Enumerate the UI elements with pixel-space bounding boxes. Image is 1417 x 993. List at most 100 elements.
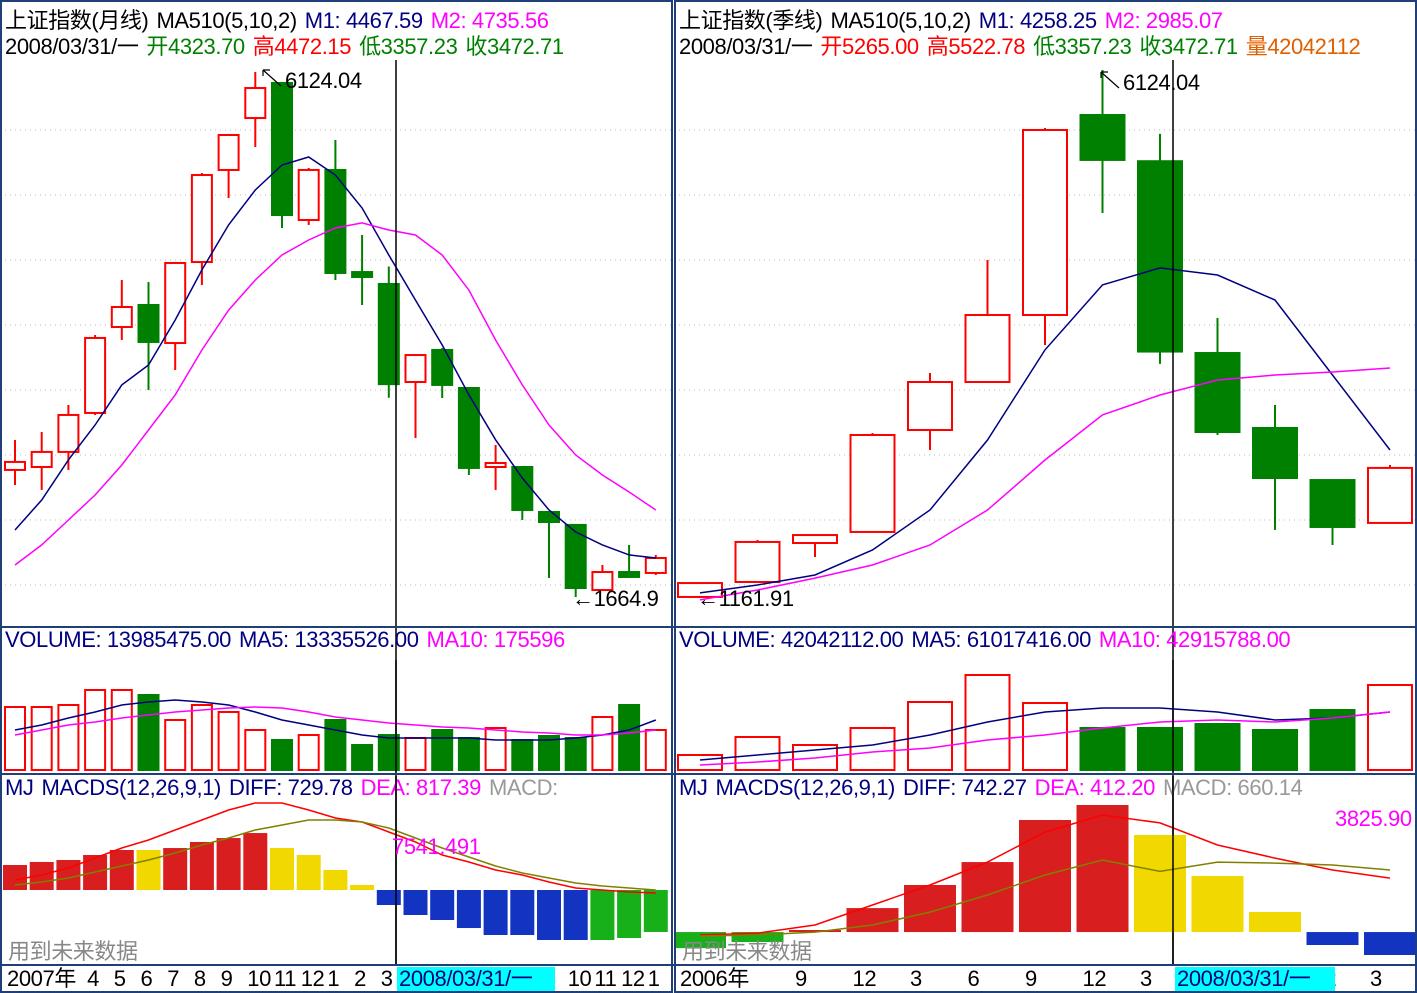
volume-bar <box>484 727 507 771</box>
volume-bar <box>244 729 267 771</box>
macd-bar <box>1019 820 1071 933</box>
macd-bar <box>163 848 188 890</box>
volume-bar <box>1309 709 1356 771</box>
volume-bar <box>1252 729 1298 771</box>
header-row: VOLUME: 13985475.00 MA5: 13335526.00 MA10:… <box>5 627 565 652</box>
header-row: MJ MACDS(12,26,9,1) DIFF: 729.78 DEA: 817.3… <box>5 775 558 800</box>
macd-bar <box>483 890 508 935</box>
x-tick-label: 5 <box>114 966 126 991</box>
x-tick-label: 12 <box>621 966 645 991</box>
header-item: MACD: <box>489 775 558 800</box>
x-tick-label: 12 <box>853 966 877 991</box>
x-tick-label: 7 <box>167 966 179 991</box>
header-item: MA510(5,10,2) <box>156 8 296 33</box>
candle-body <box>137 304 160 343</box>
volume-bar <box>1367 684 1413 771</box>
x-tick-label: 10 <box>247 966 271 991</box>
header-item: MA10: 175596 <box>427 627 565 652</box>
candle-body <box>57 413 80 453</box>
monthly-panel: 上证指数(月线) MA510(5,10,2) M1: 4467.59 M2: 4735… <box>2 8 671 992</box>
candle-body <box>1367 466 1413 524</box>
annotation-arrow <box>262 69 282 87</box>
volume-bar <box>271 739 293 771</box>
volume-bar <box>618 704 641 771</box>
note: 用到未来数据 <box>8 939 138 964</box>
panel-frame <box>674 0 1417 993</box>
candle-body <box>511 466 534 511</box>
candle-body <box>377 282 400 386</box>
x-tick-label: 2 <box>354 966 366 991</box>
header-item: 收3472.71 <box>465 34 563 59</box>
volume-bar <box>1137 726 1183 771</box>
x-tick-label: 2006年 <box>680 966 749 991</box>
volume-bar <box>677 754 723 771</box>
header-item: M2: 4735.56 <box>431 8 549 33</box>
volume-bar <box>1194 723 1241 771</box>
candle-body <box>4 460 26 471</box>
indicator-line <box>14 802 656 894</box>
header-item: MJ <box>679 775 708 800</box>
x-tick-label: 3 <box>1140 966 1152 991</box>
candle-body <box>1194 352 1241 434</box>
indicator-line <box>699 814 1391 936</box>
macd-bar <box>1306 932 1359 945</box>
volume-bar <box>431 729 454 771</box>
header-item: 2008/03/31/一 <box>679 34 813 59</box>
header-item: MA5: 61017416.00 <box>911 627 1091 652</box>
header-item: 上证指数(月线) <box>5 8 148 33</box>
volume-bar <box>84 689 107 771</box>
macd-bar <box>510 890 535 935</box>
cursor-label: 2008/03/31/一 <box>399 966 533 991</box>
macd-bar <box>376 890 401 905</box>
macd-bar <box>109 850 134 890</box>
cursor-label-box <box>1175 967 1335 992</box>
macd-bar <box>1249 912 1301 933</box>
volume-bar <box>792 744 838 771</box>
header-row: 2008/03/31/一 开4323.70 高4472.15 低3357.23 收347… <box>5 34 564 59</box>
x-tick-label: 9 <box>795 966 807 991</box>
indicator-line <box>14 156 656 559</box>
volume-bar <box>511 739 534 771</box>
volume-bar <box>190 704 213 771</box>
candle-body <box>734 540 781 583</box>
candle-body <box>324 168 347 274</box>
macd-bar <box>1364 932 1416 955</box>
header-item: MA10: 42915788.00 <box>1099 627 1291 652</box>
volume-bar <box>324 719 347 771</box>
annotation: 6124.04 <box>285 68 362 93</box>
note: 用到未来数据 <box>682 939 812 964</box>
candle-body <box>30 450 53 469</box>
macd-bar <box>731 932 784 943</box>
header-item: M2: 2985.07 <box>1105 8 1223 33</box>
candle-body <box>849 434 896 533</box>
indicator-line <box>699 367 1391 601</box>
volume-bar <box>30 706 53 771</box>
indicator-line <box>699 711 1391 766</box>
header-item: VOLUME: 42042112.00 <box>679 627 904 652</box>
macd-bar <box>1191 876 1244 933</box>
header-item: MACDS(12,26,9,1) <box>716 775 895 800</box>
header-row: 2008/03/31/一 开5265.00 高5522.78 低3357.23 收347… <box>679 34 1361 59</box>
candle-body <box>484 461 507 469</box>
x-tick-label: 9 <box>1025 966 1037 991</box>
header-item: DIFF: 742.27 <box>903 775 1027 800</box>
candle-body <box>644 557 667 574</box>
volume-bar <box>57 704 80 771</box>
header-item: DIFF: 729.78 <box>229 775 353 800</box>
candle-body <box>1137 160 1183 353</box>
header-item: 低3357.23 <box>359 34 457 59</box>
annotation: 3825.90 <box>1335 806 1412 831</box>
header-item: 收3472.71 <box>1139 34 1237 59</box>
x-tick-label: 3 <box>1370 966 1382 991</box>
header-item: MA510(5,10,2) <box>830 8 970 33</box>
cursor-label: 2008/03/31/一 <box>1177 966 1311 991</box>
header-item: 开5265.00 <box>820 34 918 59</box>
header-item: MACD: 660.14 <box>1163 775 1303 800</box>
volume-bar <box>137 694 160 771</box>
x-tick-label: 6 <box>968 966 980 991</box>
candle-body <box>1252 426 1298 480</box>
volume-bar <box>351 744 374 771</box>
header-row: 上证指数(季线) MA510(5,10,2) M1: 4258.25 M2: 2985… <box>679 8 1223 33</box>
header-item: 量42042112 <box>1246 34 1361 59</box>
